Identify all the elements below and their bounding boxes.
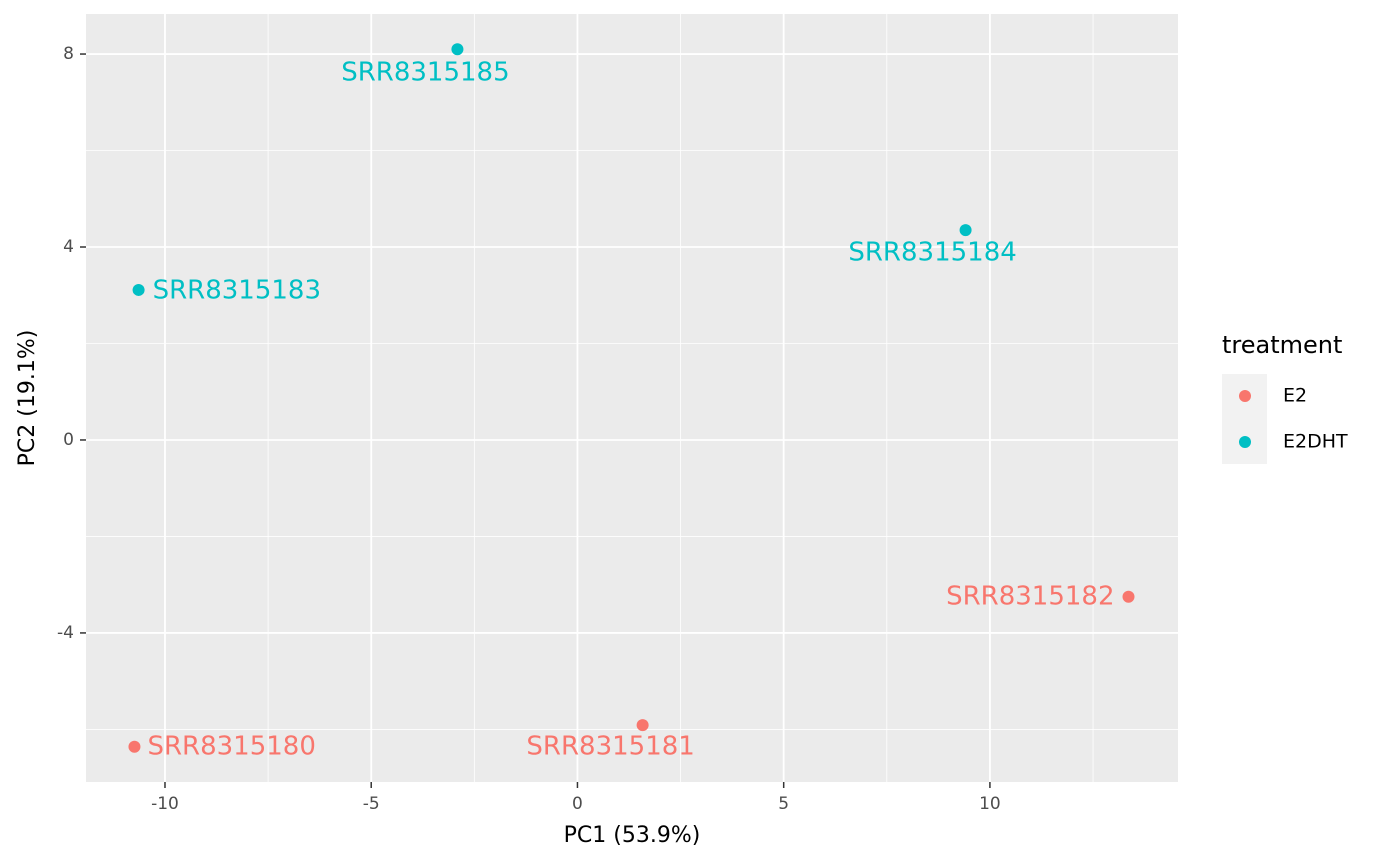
point: [451, 43, 464, 56]
x-tick-label: -10: [151, 794, 179, 814]
legend-label: E2DHT: [1283, 431, 1348, 453]
y-axis-label: PC2 (19.1%): [15, 330, 40, 467]
x-tick-label: 5: [778, 794, 789, 814]
point: [959, 224, 972, 237]
panel: [86, 14, 1178, 782]
point: [1122, 590, 1135, 603]
legend-key: [1239, 436, 1251, 448]
x-tick-label: 10: [979, 794, 1001, 814]
legend-title: treatment: [1222, 331, 1342, 359]
point-label: SRR8315181: [526, 732, 694, 762]
legend-label: E2: [1283, 385, 1307, 407]
point: [132, 283, 145, 296]
legend-key-background: [1222, 374, 1267, 464]
point-label: SRR8315183: [153, 275, 321, 305]
y-tick-label: 0: [63, 430, 74, 450]
point-label: SRR8315180: [147, 731, 315, 761]
x-axis-label: PC1 (53.9%): [564, 823, 701, 848]
point-label: SRR8315182: [946, 581, 1114, 611]
legend-key: [1239, 390, 1251, 402]
x-tick-label: 0: [572, 794, 583, 814]
point-label: SRR8315185: [341, 58, 509, 88]
x-tick-label: -5: [363, 794, 380, 814]
y-tick-label: 4: [63, 237, 74, 257]
point-label: SRR8315184: [848, 238, 1016, 268]
point: [128, 740, 141, 753]
y-tick-label: 8: [63, 44, 74, 64]
y-tick-label: -4: [57, 623, 74, 643]
point: [636, 719, 649, 732]
